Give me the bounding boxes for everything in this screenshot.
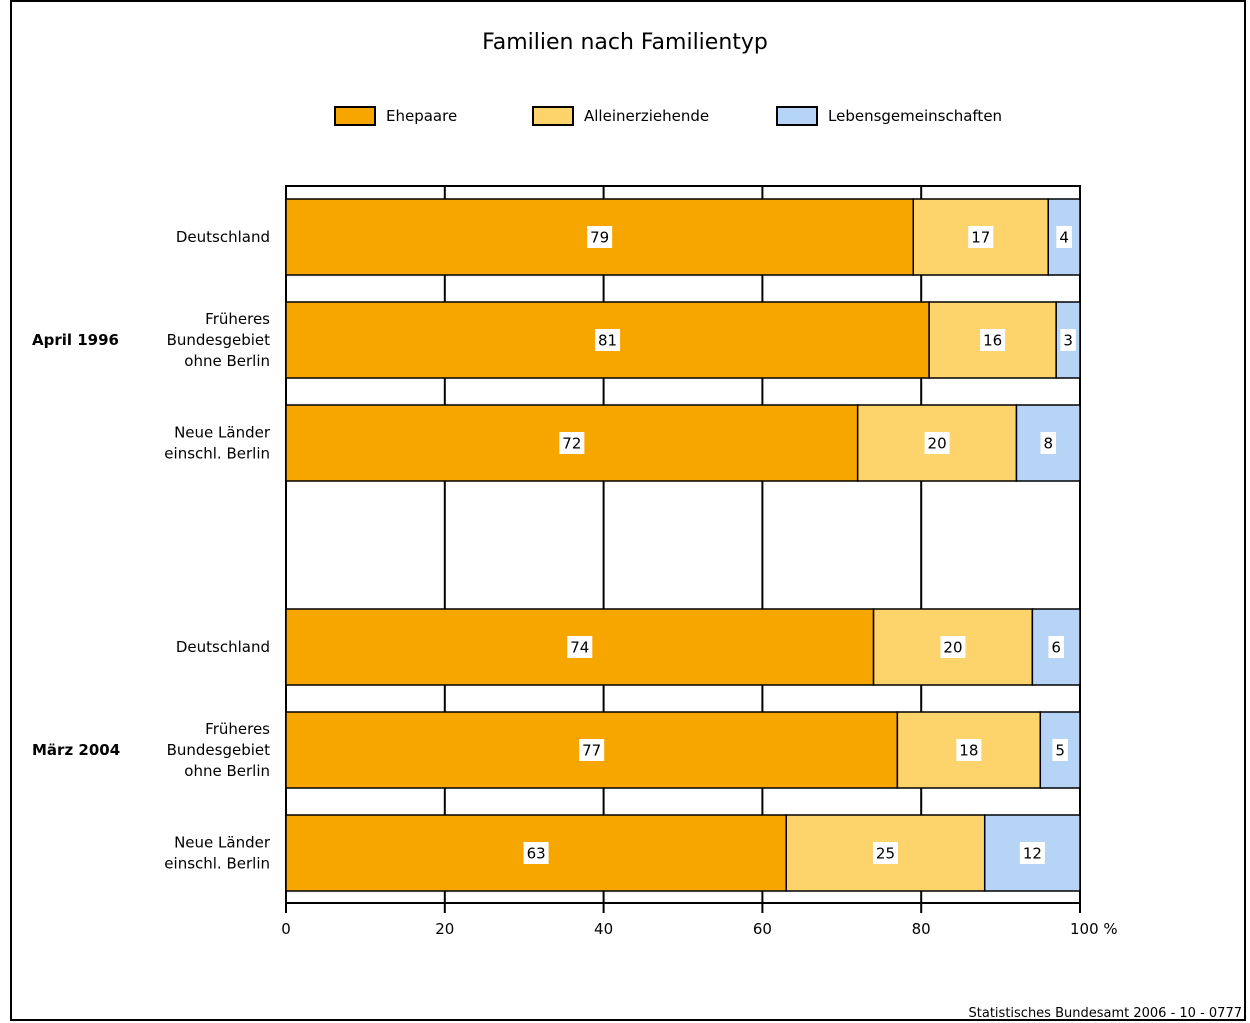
value-label-bg	[1040, 432, 1056, 454]
value-label: 63	[527, 845, 546, 863]
bar-segment	[1015, 404, 1081, 482]
legend-item-alleinerziehende: Alleinerziehende	[532, 104, 709, 128]
value-label: 17	[971, 229, 990, 247]
value-label-bg	[1060, 329, 1076, 351]
value-label-bg	[579, 739, 605, 761]
category-label: ohne Berlin	[184, 762, 270, 780]
value-label: 74	[570, 639, 589, 657]
value-label-bg	[940, 636, 966, 658]
legend-item-lebensgemeinschaften: Lebensgemeinschaften	[776, 104, 1002, 128]
legend-swatch-lebensgemeinschaften	[776, 106, 818, 126]
category-label: Bundesgebiet	[167, 331, 271, 349]
value-label: 4	[1059, 229, 1069, 247]
value-label-bg	[1048, 636, 1064, 658]
legend-label-lebensgemeinschaften: Lebensgemeinschaften	[828, 107, 1003, 125]
legend-label-alleinerziehende: Alleinerziehende	[584, 107, 710, 125]
category-label: Früheres	[205, 720, 270, 738]
value-label-bg	[523, 842, 549, 864]
value-label-bg	[1056, 226, 1072, 248]
value-label: 20	[928, 435, 947, 453]
chart-frame	[10, 0, 1246, 1021]
value-label: 20	[943, 639, 962, 657]
value-label-bg	[567, 636, 593, 658]
group-label: März 2004	[32, 741, 120, 759]
value-label: 25	[876, 845, 895, 863]
legend-label-ehepaare: Ehepaare	[386, 107, 458, 125]
x-tick-label: 0	[281, 920, 291, 938]
x-tick-label: 20	[435, 920, 454, 938]
category-label: ohne Berlin	[184, 352, 270, 370]
x-tick-label: 100 %	[1070, 920, 1118, 938]
value-label: 79	[590, 229, 609, 247]
value-label-bg	[559, 432, 585, 454]
category-label: Deutschland	[176, 228, 270, 246]
value-label: 77	[582, 742, 601, 760]
category-label: Bundesgebiet	[167, 741, 271, 759]
category-label: Früheres	[205, 310, 270, 328]
value-label-bg	[587, 226, 613, 248]
value-label: 18	[959, 742, 978, 760]
value-label: 16	[983, 332, 1002, 350]
x-tick-label: 80	[912, 920, 931, 938]
legend-swatch-ehepaare	[334, 106, 376, 126]
category-label: Neue Länder	[174, 424, 271, 442]
group-label: April 1996	[32, 331, 119, 349]
value-label-bg	[956, 739, 982, 761]
chart-title: Familien nach Familientyp	[482, 30, 768, 55]
value-label-bg	[1019, 842, 1045, 864]
category-label: Deutschland	[176, 638, 270, 656]
value-label-bg	[968, 226, 994, 248]
legend-item-ehepaare: Ehepaare	[334, 104, 457, 128]
x-tick-label: 40	[594, 920, 613, 938]
value-label-bg	[1052, 739, 1068, 761]
source-footer: Statistisches Bundesamt 2006 - 10 - 0777	[968, 1006, 1242, 1021]
value-label: 12	[1023, 845, 1042, 863]
value-label: 72	[562, 435, 581, 453]
value-label-bg	[595, 329, 621, 351]
value-label: 8	[1043, 435, 1053, 453]
value-label: 6	[1051, 639, 1061, 657]
value-label: 81	[598, 332, 617, 350]
category-label: einschl. Berlin	[164, 445, 270, 463]
value-label-bg	[980, 329, 1006, 351]
category-label: Neue Länder	[174, 834, 271, 852]
value-label: 5	[1055, 742, 1065, 760]
plot-area	[285, 185, 1081, 904]
value-label-bg	[924, 432, 950, 454]
x-tick-label: 60	[753, 920, 772, 938]
value-label: 3	[1063, 332, 1073, 350]
value-label-bg	[872, 842, 898, 864]
category-label: einschl. Berlin	[164, 855, 270, 873]
legend-swatch-alleinerziehende	[532, 106, 574, 126]
